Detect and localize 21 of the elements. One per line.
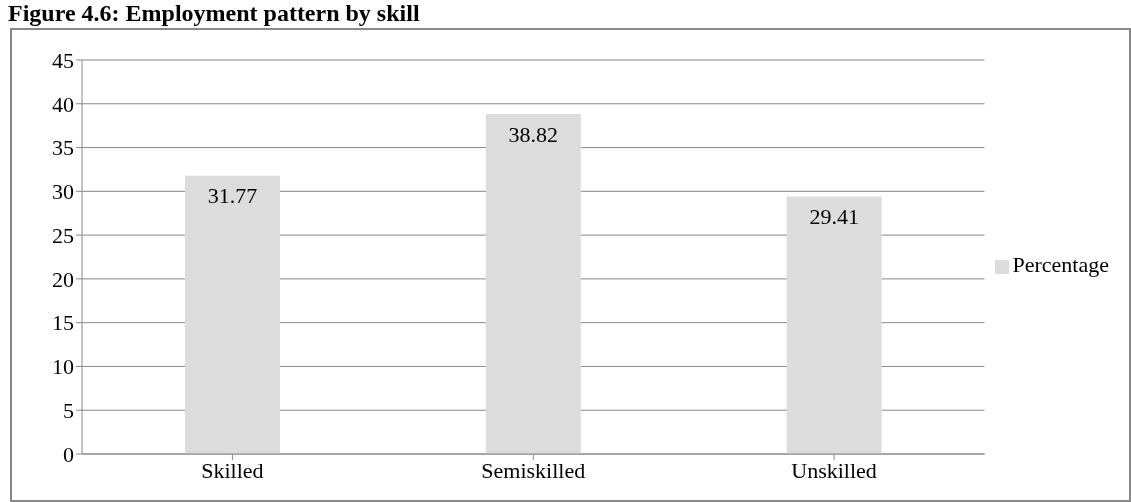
bar <box>485 114 581 454</box>
y-tick-label: 25 <box>52 222 74 248</box>
legend-label: Percentage <box>1012 252 1109 277</box>
data-label: 29.41 <box>809 204 859 230</box>
y-tick-label: 30 <box>52 179 74 205</box>
y-tick-label: 15 <box>52 310 74 336</box>
x-tick-label: Skilled <box>201 457 264 483</box>
data-label: 31.77 <box>207 183 258 209</box>
bar <box>185 175 280 454</box>
y-tick-label: 20 <box>52 266 74 292</box>
y-tick-label: 5 <box>63 398 74 424</box>
bar <box>786 196 882 454</box>
y-tick-label: 35 <box>52 135 74 161</box>
y-tick-label: 40 <box>52 91 74 117</box>
y-tick-label: 10 <box>52 354 74 380</box>
y-tick-label: 45 <box>52 47 74 73</box>
data-label: 38.82 <box>508 121 559 147</box>
x-tick-label: Semiskilled <box>481 457 586 483</box>
y-tick-label: 0 <box>63 441 74 467</box>
x-tick-label: Unskilled <box>791 457 877 483</box>
chart-title: Figure 4.6: Employment pattern by skill <box>8 0 420 26</box>
